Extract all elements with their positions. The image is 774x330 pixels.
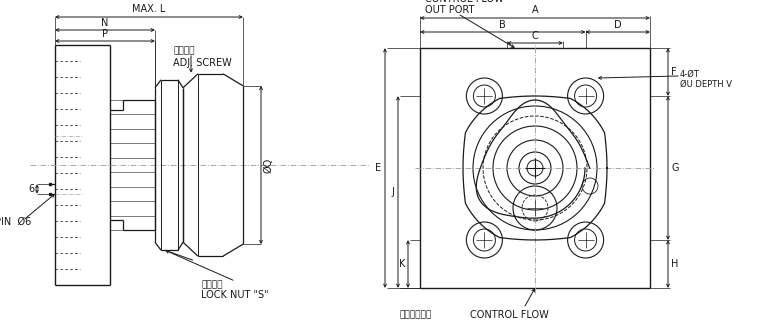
Text: 6: 6	[28, 184, 34, 194]
Text: ØQ: ØQ	[264, 157, 274, 173]
Text: MAX. L: MAX. L	[132, 4, 166, 14]
Text: LOCK NUT "S": LOCK NUT "S"	[201, 290, 269, 300]
Text: CONTROL FLOW: CONTROL FLOW	[425, 0, 504, 4]
Text: D: D	[614, 20, 622, 30]
Text: A: A	[532, 5, 538, 15]
Text: ØU DEPTH V: ØU DEPTH V	[680, 80, 732, 88]
Text: OUT PORT: OUT PORT	[425, 5, 474, 15]
Text: J: J	[391, 187, 394, 197]
Text: P: P	[102, 29, 108, 39]
Text: 調節螺絲: 調節螺絲	[173, 47, 194, 56]
Text: E: E	[375, 163, 381, 173]
Text: B: B	[499, 20, 506, 30]
Text: K: K	[399, 259, 405, 269]
Text: PIN  Ø6: PIN Ø6	[0, 217, 31, 227]
Text: 控制油流入口: 控制油流入口	[400, 310, 432, 319]
Text: G: G	[671, 163, 679, 173]
Text: CONTROL FLOW: CONTROL FLOW	[470, 310, 549, 320]
Text: 4-ØT: 4-ØT	[680, 70, 700, 79]
Text: 固定螺帽: 固定螺帽	[201, 280, 222, 289]
Text: ADJ. SCREW: ADJ. SCREW	[173, 58, 231, 68]
Text: C: C	[532, 31, 539, 41]
Text: H: H	[671, 259, 678, 269]
Text: F: F	[671, 67, 676, 77]
Text: N: N	[101, 18, 108, 28]
